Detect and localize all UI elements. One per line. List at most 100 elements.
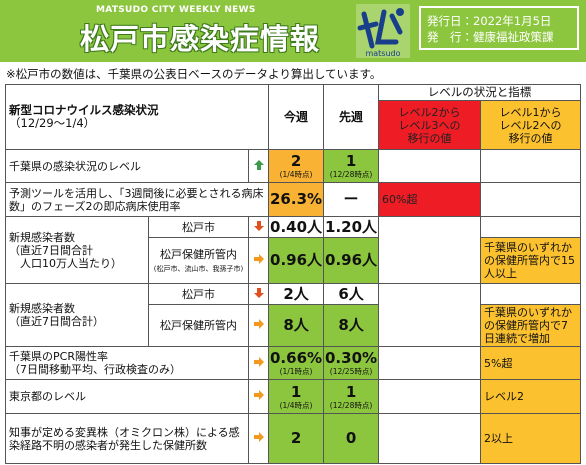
row-label: 東京都のレベル (5, 379, 249, 414)
table-cell: 1 (12/28時点) (323, 149, 380, 183)
value: 26.3% (270, 190, 323, 208)
table-cell: 8人 (323, 304, 380, 347)
level2-value: 千葉県のいずれかの保健所管内で15人以上 (480, 237, 582, 284)
table-cell: 松戸保健所管内 (松戸市、流山市、我孫子市) (148, 237, 249, 284)
logo-text: matsudo (365, 49, 400, 58)
value: 2 (290, 429, 302, 447)
table-period: （12/29～1/4） (9, 116, 96, 130)
arrow-shape (253, 254, 264, 264)
table-cell: 26.3% (268, 182, 325, 217)
logo-mark (357, 9, 403, 49)
value: 1 (345, 152, 357, 170)
arrow-icon (253, 432, 264, 442)
table-cell: 0.96人 (268, 237, 325, 284)
table-cell (247, 346, 270, 380)
logo-dot (396, 8, 404, 16)
row-label: 予測ツールを活用し、「3週間後に必要とされる病床数」のフェーズ2の即応病床使用率 (4, 182, 270, 217)
table-row: 東京都のレベル 1 (1/4時点) 1 (12/28時点) レベル2 (5, 379, 582, 414)
row-label: 千葉県の感染状況のレベル (5, 149, 249, 183)
arrow-shape (253, 319, 264, 329)
table-cell: 1.20人 (323, 216, 380, 238)
element: 新型コロナウイルス感染状況 （12/29～1/4） 今週 先週 レベルの状況と指標… (4, 84, 582, 464)
value: 0.66% (270, 349, 323, 367)
level3-value: 60%超 (378, 182, 482, 217)
arrow-icon (253, 220, 264, 231)
value: 8人 (338, 316, 364, 334)
table-row: 新規感染者数 （直近7日間合計） 松戸市 2人 6人 (5, 283, 582, 347)
value: 0.30% (325, 349, 378, 367)
table-cell: 2 (268, 413, 325, 464)
issue-box: 発行日：2022年1月5日 発 行：健康福祉政策課 (419, 6, 579, 50)
col-indicators: レベルの状況と指標 (378, 84, 582, 101)
value-note: (1/1時点) (279, 367, 313, 376)
arrow-shape (253, 220, 264, 231)
table-row: 知事が定める変異株（オミクロン株）による感染経路不明の感染者が発生した保健所数 … (5, 413, 582, 464)
table-cell: 1 (12/28時点) (323, 379, 380, 414)
value-note: (12/28時点) (329, 400, 373, 410)
table-cell (480, 149, 582, 183)
table-cell: 0.66% (1/1時点) (268, 346, 325, 380)
arrow-icon (253, 319, 264, 329)
level2-value: 5%超 (480, 346, 582, 380)
arrow-icon (253, 390, 264, 400)
value: ー (343, 190, 359, 208)
row-label: 新規感染者数 （直近7日間合計） (5, 283, 149, 347)
logo: matsudo (356, 4, 410, 58)
table-row: 松戸保健所管内 (松戸市、流山市、我孫子市) 0.96人 0.96人 千葉県のいず… (6, 237, 582, 284)
table-row: 新規感染者数 （直近7日間合計 人口10万人当たり） 松戸市 0.40人 1.2… (5, 216, 582, 284)
table-cell: 0 (323, 413, 380, 464)
table-cell (378, 346, 482, 380)
table-cell (378, 413, 482, 464)
value: 2 (290, 152, 302, 170)
header-banner: MATSUDO CITY WEEKLY NEWS 松戸市感染症情報 matsud… (0, 0, 586, 62)
table-cell: 0.40人 (268, 216, 325, 238)
arrow-icon (253, 287, 264, 298)
value: 0.96人 (325, 251, 378, 269)
col-level3: レベル2から レベル3への 移行の値 (378, 100, 482, 150)
level2-value: 千葉県のいずれかの保健所管内で7日連続で増加 (480, 304, 582, 347)
table-cell (247, 304, 270, 347)
table-cell (247, 237, 270, 284)
table-cell (247, 413, 270, 464)
row-label: 千葉県のPCR陽性率 （7日間移動平均、行政検査のみ） (5, 346, 249, 380)
series-label: MATSUDO CITY WEEKLY NEWS (96, 5, 256, 15)
table-row: 千葉県のPCR陽性率 （7日間移動平均、行政検査のみ） 0.66% (1/1時点)… (5, 346, 582, 380)
table-cell: 0.30% (12/25時点) (323, 346, 380, 380)
value-note: (12/28時点) (329, 170, 373, 179)
value: 1 (290, 382, 302, 401)
table-cell: 6人 (323, 283, 380, 305)
arrow-icon (253, 159, 264, 170)
publisher: 発 行：健康福祉政策課 (427, 30, 554, 44)
value-note: (12/25時点) (329, 367, 373, 376)
col-last-week: 先週 (323, 84, 380, 150)
page-title: 松戸市感染症情報 (80, 22, 321, 56)
value: 1.20人 (325, 217, 378, 236)
note: ※松戸市の数値は、千葉県の公表日ベースのデータより算出しています。 (6, 67, 382, 81)
arrow-icon (253, 254, 264, 264)
arrow-shape (253, 390, 264, 400)
arrow-shape (253, 159, 264, 170)
table-cell: 2 (1/4時点) (268, 149, 325, 183)
table-row: 千葉県の感染状況のレベル 2 (1/4時点) 1 (12/28時点) (5, 149, 582, 183)
col-this-week: 今週 (268, 84, 325, 150)
table-cell (247, 283, 270, 305)
row-label: 知事が定める変異株（オミクロン株）による感染経路不明の感染者が発生した保健所数 (5, 413, 249, 464)
table-cell (378, 283, 482, 347)
status-table: 新型コロナウイルス感染状況 （12/29～1/4） 今週 先週 レベルの状況と指標… (4, 84, 582, 464)
value: 0.40人 (270, 217, 323, 236)
table-cell (247, 216, 270, 238)
value: 6人 (338, 284, 364, 303)
value: 1 (345, 382, 357, 401)
table-cell: 新型コロナウイルス感染状況 （12/29～1/4） (4, 84, 270, 150)
table-cell (378, 216, 482, 284)
value-note: (1/4時点) (279, 170, 313, 179)
table-cell (247, 149, 270, 183)
value: 2人 (283, 284, 309, 303)
sub-label: 松戸市 (148, 283, 249, 305)
table-cell: 0.96人 (323, 237, 380, 284)
table-cell: 1 (1/4時点) (268, 379, 325, 414)
arrow-shape (253, 287, 264, 298)
table-title: 新型コロナウイルス感染状況 (9, 103, 159, 117)
